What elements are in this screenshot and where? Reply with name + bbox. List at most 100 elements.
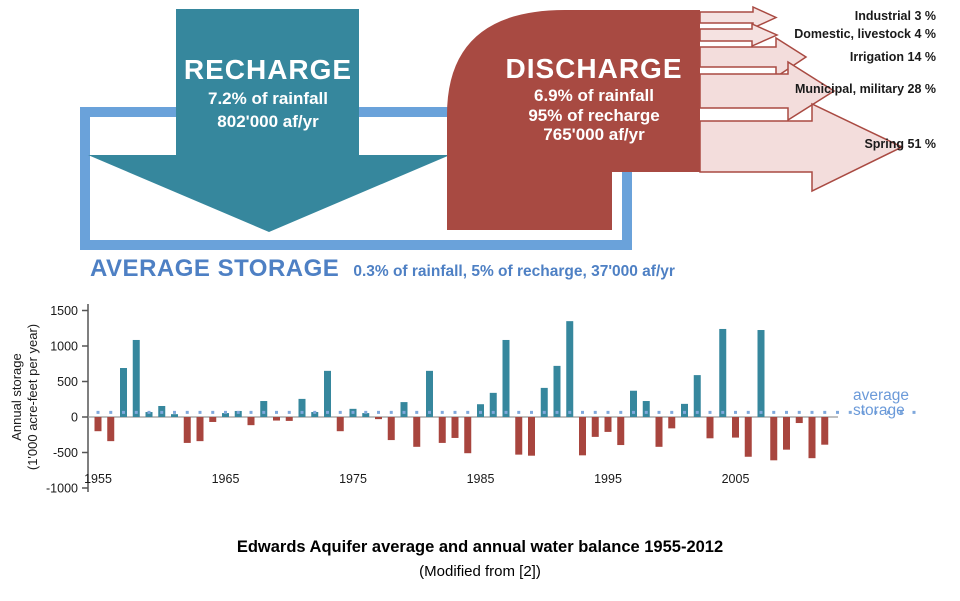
x-tick-label: 1985 — [467, 472, 495, 486]
bar-1964 — [209, 417, 217, 422]
discharge-title: DISCHARGE — [505, 53, 682, 84]
bar-1999 — [655, 417, 663, 447]
bar-1973 — [324, 370, 331, 417]
recharge-line2: 802'000 af/yr — [217, 112, 319, 131]
bar-2001 — [681, 403, 688, 417]
bar-2006 — [744, 417, 752, 457]
water-balance-diagram: RECHARGE 7.2% of rainfall 802'000 af/yr … — [80, 5, 936, 250]
x-tick-label: 1955 — [84, 472, 112, 486]
average-line-label-line2: storage — [853, 402, 905, 419]
average-storage-title: AVERAGE STORAGE — [90, 255, 340, 282]
bar-2008 — [770, 417, 778, 461]
discharge-line1: 6.9% of rainfall — [534, 86, 654, 105]
outflow-arrow-industrial — [699, 5, 778, 30]
outflow-label-spring: Spring 51 % — [864, 137, 936, 151]
average-line-label-line1: average — [853, 387, 910, 404]
bar-1959 — [145, 412, 153, 417]
bar-1983 — [451, 417, 459, 438]
bar-1974 — [336, 417, 344, 432]
bar-1978 — [387, 417, 395, 441]
bar-1987 — [502, 339, 510, 417]
bar-1969 — [273, 417, 280, 421]
bar-1982 — [438, 417, 446, 443]
bar-1980 — [413, 417, 421, 447]
average-line-label: average storage — [853, 387, 910, 419]
outflow-label-irrigation: Irrigation 14 % — [850, 50, 936, 64]
average-storage-subtitle: 0.3% of rainfall, 5% of recharge, 37'000… — [353, 263, 675, 280]
bar-1977 — [375, 417, 382, 420]
bar-1984 — [464, 417, 472, 454]
bar-1979 — [400, 402, 408, 417]
outflow-arrow-domestic — [699, 22, 779, 48]
bar-1970 — [285, 417, 293, 421]
x-tick-label: 2005 — [722, 472, 750, 486]
bar-2010 — [795, 417, 803, 424]
recharge-line1: 7.2% of rainfall — [208, 89, 328, 108]
bar-1971 — [298, 398, 306, 417]
bar-1985 — [477, 404, 484, 417]
outflow-arrow-spring — [699, 102, 904, 193]
bar-1993 — [579, 417, 586, 456]
annual-storage-chart-svg: 1500 1000 500 0 -500 -1000 1955 1965 1975 1985 199… — [46, 304, 918, 496]
bar-1957 — [120, 368, 127, 417]
bar-1994 — [591, 417, 599, 437]
y-tick-label: 1000 — [50, 340, 78, 354]
bar-1976 — [362, 413, 370, 417]
figure-caption: Edwards Aquifer average and annual water… — [0, 538, 960, 580]
outflow-label-industrial: Industrial 3 % — [855, 9, 936, 23]
bar-1988 — [515, 417, 523, 455]
bar-1956 — [107, 417, 115, 442]
bar-2002 — [693, 375, 701, 417]
recharge-arrow — [88, 9, 450, 232]
discharge-line3: 765'000 af/yr — [543, 125, 645, 144]
bar-1992 — [566, 321, 574, 417]
bar-1963 — [196, 417, 204, 442]
bar-1965 — [222, 413, 229, 417]
y-axis-label-line1: Annual storage — [9, 353, 24, 441]
annual-storage-chart: 1500 1000 500 0 -500 -1000 1955 1965 1975 1985 199… — [0, 290, 960, 505]
bar-2007 — [757, 330, 765, 417]
bar-1958 — [132, 339, 140, 417]
y-axis-label: Annual storage (1'000 acre-feet per year… — [4, 287, 46, 507]
bar-1996 — [617, 417, 625, 446]
average-storage-row: AVERAGE STORAGE 0.3% of rainfall, 5% of … — [90, 255, 675, 283]
x-tick-label: 1975 — [339, 472, 367, 486]
bar-2004 — [719, 328, 727, 417]
outflow-arrow-municipal — [699, 60, 836, 122]
y-tick-label: 1500 — [50, 304, 78, 318]
bar-1989 — [528, 417, 535, 456]
bar-1972 — [311, 412, 319, 417]
y-tick-label: 0 — [71, 411, 78, 425]
bar-1995 — [604, 417, 612, 432]
bar-2000 — [668, 417, 676, 429]
discharge-shape — [447, 10, 700, 230]
bar-1955 — [94, 417, 102, 432]
bar-2003 — [706, 417, 714, 439]
bar-1990 — [540, 387, 548, 417]
x-tick-label: 1995 — [594, 472, 622, 486]
bar-2011 — [808, 417, 816, 459]
bar-1998 — [642, 401, 650, 417]
bar-2009 — [783, 417, 790, 450]
bar-1997 — [630, 390, 637, 417]
bar-1981 — [426, 370, 433, 417]
x-tick-label: 1965 — [212, 472, 240, 486]
bar-2012 — [821, 417, 829, 445]
recharge-title: RECHARGE — [184, 54, 352, 85]
bar-1961 — [171, 414, 178, 417]
y-axis-label-line2: (1'000 acre-feet per year) — [25, 323, 40, 471]
bar-1968 — [260, 401, 268, 417]
bar-2005 — [732, 417, 739, 438]
caption-subtitle: (Modified from [2]) — [419, 563, 541, 580]
bar-1967 — [247, 417, 255, 426]
y-tick-label: 500 — [57, 375, 78, 389]
bar-1986 — [489, 392, 497, 417]
caption-title: Edwards Aquifer average and annual water… — [236, 538, 724, 556]
bar-1962 — [183, 417, 191, 443]
discharge-line2: 95% of recharge — [528, 106, 659, 125]
bar-1991 — [553, 365, 561, 417]
outflow-label-municipal: Municipal, military 28 % — [795, 82, 936, 96]
y-tick-label: -500 — [53, 446, 78, 460]
outflow-label-domestic: Domestic, livestock 4 % — [794, 27, 936, 41]
